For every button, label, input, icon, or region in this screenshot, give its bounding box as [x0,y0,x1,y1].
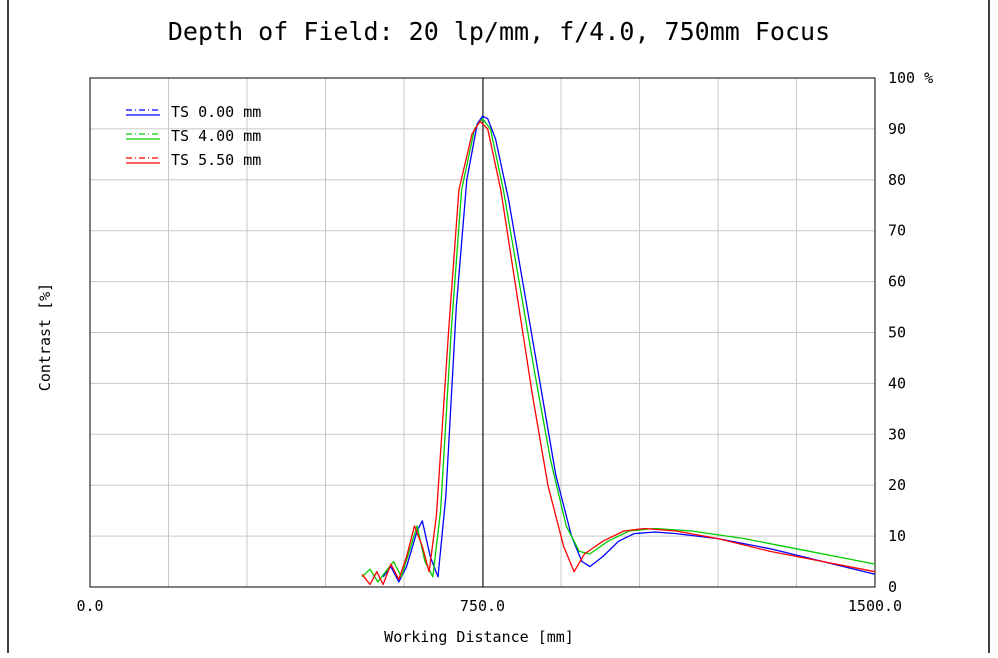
x-tick-label: 0.0 [76,597,103,615]
legend: TS 0.00 mm TS 4.00 mm TS 5.50 mm [126,103,261,169]
tick-labels: 0.0 750.0 1500.00 10 20 30 40 50 60 70 80 90 100 % [76,69,933,615]
series-line-2 [361,118,876,583]
chart-title: Depth of Field: 20 lp/mm, f/4.0, 750mm F… [168,17,830,46]
legend-entry-label: TS 0.00 mm [171,103,261,121]
legend-entry-label: TS 4.00 mm [171,127,261,145]
y-tick-label: 50 [888,324,906,342]
y-tick-label: 10 [888,527,906,545]
y-tick-label: 70 [888,222,906,240]
y-tick-label: 60 [888,273,906,291]
series-line-3 [361,120,876,586]
x-tick-label: 1500.0 [848,597,902,615]
x-axis-label: Working Distance [mm] [384,628,574,646]
legend-entry-label: TS 5.50 mm [171,151,261,169]
y-tick-label: 100 % [888,69,933,87]
y-tick-label: 80 [888,171,906,189]
y-tick-label: 0 [888,578,897,596]
series-line-1 [382,115,876,583]
x-tick-label: 750.0 [460,597,505,615]
y-tick-label: 40 [888,374,906,392]
y-tick-label: 90 [888,120,906,138]
y-tick-label: 30 [888,425,906,443]
y-axis-label: Contrast [%] [36,283,54,391]
series-layer [361,115,876,586]
y-tick-label: 20 [888,476,906,494]
